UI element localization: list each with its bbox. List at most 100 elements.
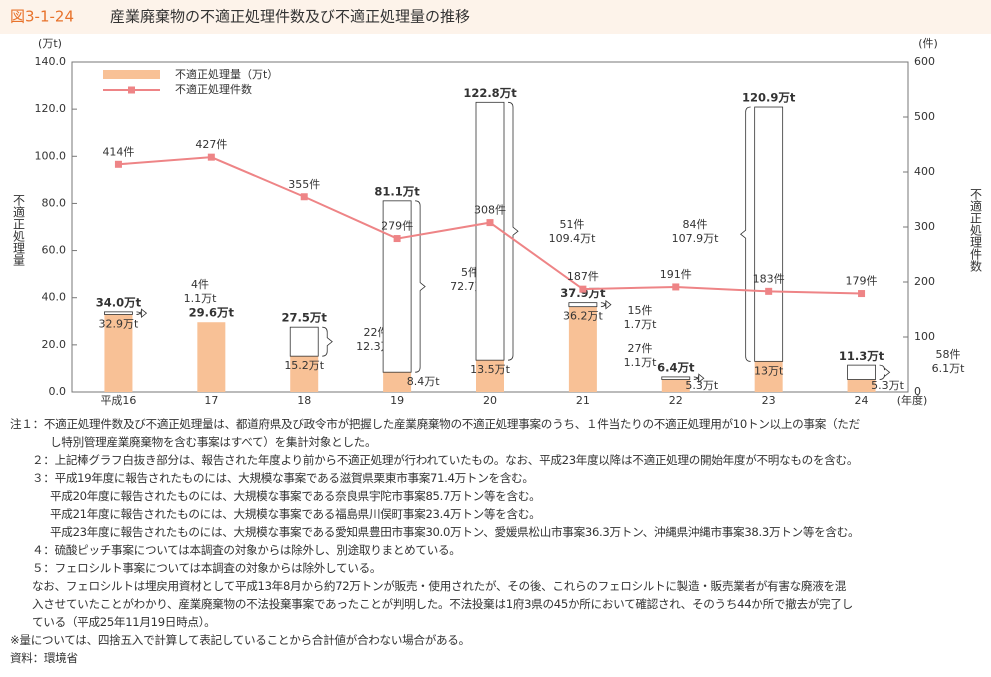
white-value-label: 1.1万t xyxy=(624,356,657,369)
white-value-label: 1.1万t xyxy=(184,292,217,305)
brace xyxy=(879,364,891,380)
bar-segment-white xyxy=(289,326,319,357)
note-line: ４：硫酸ピッチ事案については本調査の対象からは除外し、別途取りまとめている。 xyxy=(32,543,461,557)
count-marker xyxy=(486,219,494,227)
note-line: 平成23年度に報告されたものには、大規模な事案である愛知県豊田市事案30.0万ト… xyxy=(50,525,860,539)
y-tick-label: 40.0 xyxy=(42,291,67,304)
title-bar xyxy=(0,0,991,34)
y2-tick-label: 600 xyxy=(914,55,935,68)
count-marker xyxy=(393,235,401,243)
note-line: なお、フェロシルトは埋戻用資材として平成13年8月から約72万トンが販売・使用さ… xyxy=(32,579,847,593)
bar-value-label: 13万t xyxy=(754,364,784,377)
chart: 図3-1-24 産業廃棄物の不適正処理件数及び不適正処理量の推移 (万t) (件… xyxy=(0,0,991,407)
y2-tick-label: 0 xyxy=(914,385,921,398)
count-value-label: 414件 xyxy=(102,145,134,158)
count-marker xyxy=(765,287,773,295)
note-line: 平成21年度に報告されたものには、大規模な事案である福島県川俣町事案23.4万ト… xyxy=(50,507,541,521)
x-tick-label: 19 xyxy=(390,394,404,407)
y-tick-label: 60.0 xyxy=(42,244,67,257)
y-tick-label: 140.0 xyxy=(35,55,67,68)
count-marker xyxy=(858,290,866,298)
bar-segment-white xyxy=(754,106,784,362)
legend-label: 不適正処理件数 xyxy=(175,82,252,96)
count-value-label: 187件 xyxy=(567,270,599,283)
count-label: 58件 xyxy=(936,348,961,361)
x-tick-label: 24 xyxy=(855,394,869,407)
note-line: 平成20年度に報告されたものには、大規模な事案である奈良県宇陀市事案85.7万ト… xyxy=(50,489,541,503)
white-value-label: 107.9万t xyxy=(672,232,719,245)
bar-value-label: 15.2万t xyxy=(284,359,324,372)
bar-value-label: 5.3万t xyxy=(871,379,904,392)
total-label: 6.4万t xyxy=(657,360,695,374)
x-tick-label: 20 xyxy=(483,394,497,407)
bar-segment-white xyxy=(661,376,691,380)
y-unit: (万t) xyxy=(38,37,62,50)
bar-segment xyxy=(661,379,690,392)
total-label: 11.3万t xyxy=(839,349,885,363)
count-value-label: 355件 xyxy=(288,178,320,191)
brace xyxy=(740,106,751,362)
note-line: ※量については、四捨五入で計算して表記していることから合計値が合わない場合がある… xyxy=(10,633,470,647)
count-value-label: 427件 xyxy=(195,138,227,151)
bar-segment xyxy=(476,360,504,392)
total-label: 81.1万t xyxy=(374,184,420,198)
count-marker xyxy=(579,285,587,293)
count-value-label: 183件 xyxy=(753,272,785,285)
total-label: 120.9万t xyxy=(742,91,796,105)
bar-segment-white xyxy=(382,200,412,373)
count-value-label: 279件 xyxy=(381,220,413,233)
bar-segment xyxy=(847,379,876,392)
count-value-label: 308件 xyxy=(474,204,506,217)
x-tick-label: 23 xyxy=(762,394,776,407)
bar-segment xyxy=(568,306,597,392)
bar-segment xyxy=(383,372,412,392)
count-label: 51件 xyxy=(560,218,585,231)
count-label: 15件 xyxy=(628,304,653,317)
y2-tick-label: 100 xyxy=(914,330,935,343)
count-label: 27件 xyxy=(628,342,653,355)
total-label: 34.0万t xyxy=(96,295,142,309)
note-line: 資料：環境省 xyxy=(10,651,78,665)
x-tick-label: 22 xyxy=(669,394,683,407)
brace xyxy=(600,299,612,310)
note-line: ている（平成25年11月19日時点）。 xyxy=(32,615,216,629)
y2-tick-label: 300 xyxy=(914,220,935,233)
note-line: ５：フェロシルト事案については本調査の対象からは除外している。 xyxy=(32,561,382,575)
note-line: 入させていたことがわかり、産業廃棄物の不法投棄事案であったことが判明した。不法投… xyxy=(32,597,853,611)
y-tick-label: 120.0 xyxy=(35,102,67,115)
legend-label: 不適正処理量（万t） xyxy=(175,67,278,81)
y2-unit: (件) xyxy=(918,37,938,50)
x-tick-label: 18 xyxy=(297,394,311,407)
bar-segment xyxy=(290,356,319,392)
x-unit: (年度) xyxy=(897,393,928,407)
bar-segment-white xyxy=(104,311,133,315)
brace xyxy=(415,200,426,373)
count-marker xyxy=(300,193,308,201)
brace xyxy=(507,101,519,361)
brace xyxy=(693,373,705,384)
y-axis-title: 不適正処理量 xyxy=(12,194,26,266)
x-tick-label: 21 xyxy=(576,394,590,407)
note-line: ２：上記棒グラフ白抜き部分は、報告された年度より前から不適正処理が行われていたも… xyxy=(32,453,859,467)
count-value-label: 191件 xyxy=(660,268,692,281)
x-tick-label: 17 xyxy=(204,394,218,407)
bar-value-label: 36.2万t xyxy=(563,310,603,323)
y2-tick-label: 500 xyxy=(914,110,935,123)
y2-tick-label: 400 xyxy=(914,165,935,178)
y-tick-label: 0.0 xyxy=(49,385,67,398)
note-line: し特別管理産業廃棄物を含む事案はすべて）を集計対象とした。 xyxy=(50,435,377,449)
brace xyxy=(322,326,333,357)
total-label: 29.6万t xyxy=(189,306,235,320)
y-tick-label: 80.0 xyxy=(42,196,67,209)
y-tick-label: 20.0 xyxy=(42,338,67,351)
bar-segment-white xyxy=(847,364,876,380)
bar-segment-white xyxy=(568,302,598,308)
brace xyxy=(136,308,148,318)
bar-segment xyxy=(104,314,133,392)
count-label: 22件 xyxy=(364,326,389,339)
bar-value-label: 32.9万t xyxy=(99,317,139,330)
note-line: ３：平成19年度に報告されたものには、大規模な事案である滋賀県栗東市事案71.4… xyxy=(32,471,534,485)
bar-value-label: 13.5万t xyxy=(470,363,510,376)
count-label: 5件 xyxy=(461,266,479,279)
